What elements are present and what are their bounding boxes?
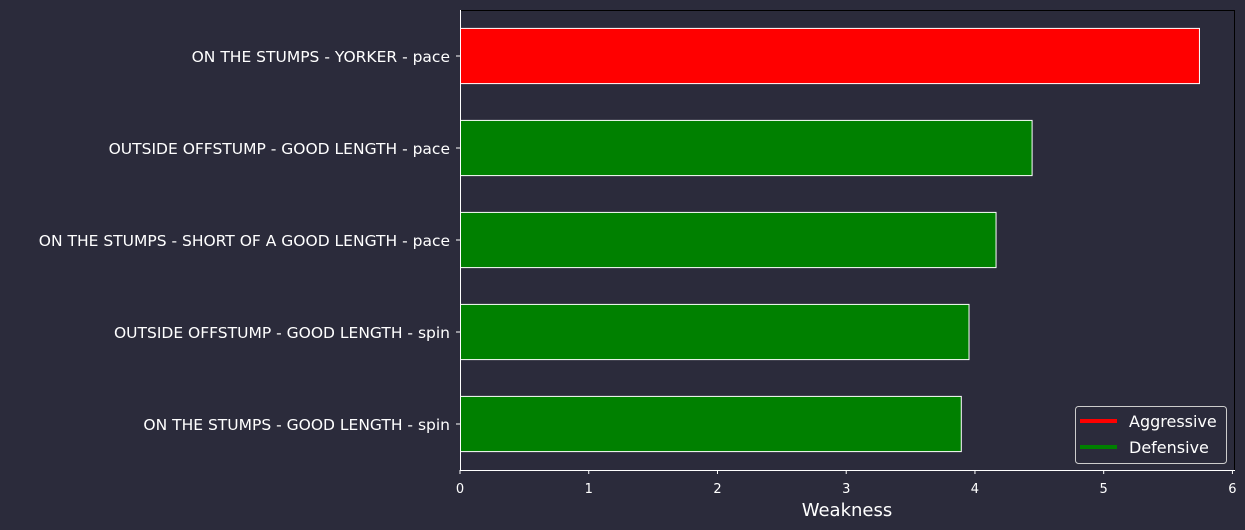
- x-tick-label: 3: [842, 482, 850, 497]
- x-tick-label: 4: [971, 482, 979, 497]
- x-tick-label: 2: [713, 482, 721, 497]
- y-tick-label: ON THE STUMPS - SHORT OF A GOOD LENGTH -…: [39, 232, 450, 250]
- bar-4: [460, 303, 970, 361]
- y-tick-label: OUTSIDE OFFSTUMP - GOOD LENGTH - spin: [114, 324, 450, 342]
- bars-group: [460, 27, 1200, 453]
- bar-1: [460, 27, 1200, 85]
- legend-aggressive-label: Aggressive: [1129, 412, 1217, 431]
- x-ticks: 0 1 2 3 4 5 6: [456, 470, 1237, 497]
- y-tick-label: ON THE STUMPS - YORKER - pace: [192, 48, 450, 66]
- bar-5: [460, 395, 962, 453]
- y-tick-label: OUTSIDE OFFSTUMP - GOOD LENGTH - pace: [109, 140, 450, 158]
- legend: Aggressive Defensive: [1075, 406, 1227, 464]
- x-axis-label: Weakness: [802, 500, 893, 521]
- legend-defensive-label: Defensive: [1129, 438, 1209, 457]
- x-tick-label: 5: [1100, 482, 1108, 497]
- bar-2: [460, 119, 1033, 177]
- x-tick-label: 0: [456, 482, 464, 497]
- x-tick-label: 6: [1228, 482, 1236, 497]
- x-tick-label: 1: [585, 482, 593, 497]
- bar-3: [460, 211, 997, 269]
- y-tick-label: ON THE STUMPS - GOOD LENGTH - spin: [143, 416, 450, 434]
- y-tick-labels: ON THE STUMPS - YORKER - pace OUTSIDE OFF…: [39, 48, 460, 434]
